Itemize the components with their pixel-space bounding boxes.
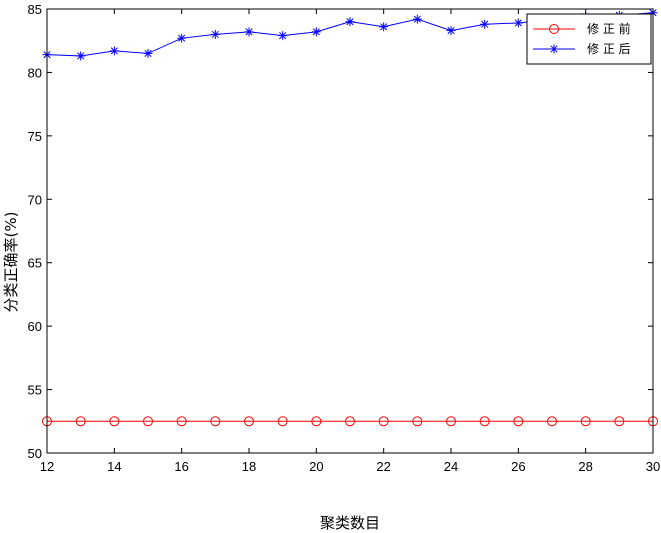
x-tick-label: 12 bbox=[40, 459, 54, 474]
x-tick-label: 14 bbox=[107, 459, 121, 474]
data-point bbox=[513, 416, 524, 427]
y-tick-label: 65 bbox=[28, 256, 42, 271]
data-point bbox=[446, 416, 456, 427]
data-point bbox=[210, 29, 220, 39]
data-point bbox=[277, 416, 288, 427]
x-tick-label: 24 bbox=[444, 459, 458, 474]
data-point bbox=[345, 416, 355, 427]
data-point bbox=[244, 416, 254, 427]
data-point bbox=[244, 27, 254, 37]
data-point bbox=[446, 26, 456, 36]
plot-frame bbox=[46, 8, 654, 454]
legend-box bbox=[526, 13, 652, 65]
data-point bbox=[479, 416, 490, 427]
data-point bbox=[378, 416, 389, 427]
data-point bbox=[177, 33, 187, 43]
plot-background bbox=[47, 9, 653, 453]
data-point bbox=[379, 22, 389, 32]
y-tick-label: 55 bbox=[28, 383, 42, 398]
data-point bbox=[480, 19, 490, 29]
y-tick-label: 60 bbox=[28, 319, 42, 334]
x-tick-label: 20 bbox=[309, 459, 323, 474]
y-tick-label: 80 bbox=[28, 65, 42, 80]
y-tick-label: 70 bbox=[28, 192, 42, 207]
data-point bbox=[210, 416, 221, 427]
data-point bbox=[345, 17, 355, 27]
legend-item-1: 修 正 前 bbox=[533, 21, 631, 36]
legend: 修 正 前修 正 后 bbox=[526, 13, 652, 65]
x-tick-label: 28 bbox=[578, 459, 592, 474]
tick-layer: 12 14 16 18 20 22 24 26 28 30 50 55 60 65 70 75 80 85 bbox=[28, 2, 661, 474]
data-point bbox=[311, 27, 321, 37]
data-point bbox=[580, 416, 591, 427]
data-point bbox=[412, 14, 422, 24]
x-tick-label: 16 bbox=[174, 459, 188, 474]
data-point bbox=[614, 416, 625, 427]
data-point bbox=[109, 46, 119, 56]
legend-label: 修 正 前 bbox=[587, 21, 631, 36]
legend-marker bbox=[549, 44, 559, 54]
x-axis-title: 聚类数目 bbox=[320, 514, 380, 532]
x-tick-label: 22 bbox=[376, 459, 390, 474]
y-tick-label: 75 bbox=[28, 129, 42, 144]
data-point bbox=[412, 416, 423, 427]
x-tick-label: 18 bbox=[242, 459, 256, 474]
legend-items: 修 正 前修 正 后 bbox=[533, 21, 631, 56]
y-tick-label: 85 bbox=[28, 2, 42, 17]
data-point bbox=[547, 416, 557, 427]
y-axis-title: 分类正确率(%) bbox=[2, 212, 20, 313]
y-tick-label: 50 bbox=[28, 446, 42, 461]
data-point bbox=[513, 18, 523, 28]
data-point bbox=[143, 416, 153, 427]
x-tick-label: 26 bbox=[511, 459, 525, 474]
data-point bbox=[75, 416, 86, 427]
data-point bbox=[76, 51, 86, 61]
data-point bbox=[143, 48, 153, 58]
legend-item-2: 修 正 后 bbox=[533, 41, 631, 56]
data-point bbox=[278, 31, 288, 41]
data-point bbox=[176, 416, 187, 427]
legend-marker bbox=[549, 24, 559, 34]
x-tick-label: 30 bbox=[646, 459, 660, 474]
data-point bbox=[311, 416, 322, 427]
series-1 bbox=[42, 416, 658, 427]
data-point bbox=[109, 416, 120, 427]
legend-label: 修 正 后 bbox=[587, 41, 631, 56]
